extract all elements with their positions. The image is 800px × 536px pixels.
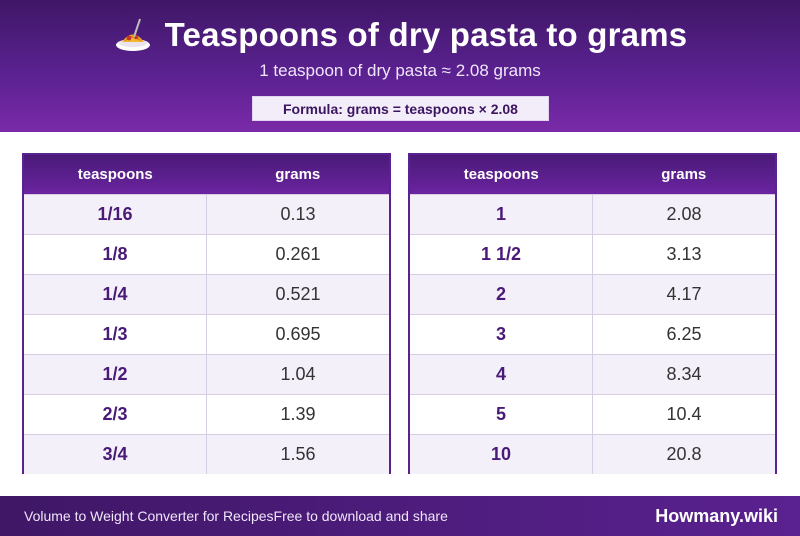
grams-cell: 0.521 — [275, 284, 321, 304]
teaspoons-cell: 2/3 — [24, 395, 207, 434]
formula-box: Formula: grams = teaspoons × 2.08 — [252, 96, 549, 121]
table-header: teaspoons grams — [24, 155, 389, 194]
table-row: 1/16 0.13 — [24, 194, 389, 234]
column-header-grams: grams — [275, 166, 321, 183]
teaspoons-cell: 4 — [410, 355, 593, 394]
conversion-table-left: teaspoons grams 1/16 0.13 1/8 0.261 1/4 0.521… — [22, 153, 391, 474]
teaspoons-cell: 5 — [410, 395, 593, 434]
column-header-teaspoons: teaspoons — [77, 166, 153, 183]
teaspoons-cell: 1/3 — [24, 315, 207, 354]
teaspoons-cell: 1/8 — [24, 235, 207, 274]
teaspoons-cell: 1/2 — [24, 355, 207, 394]
table-row: 1 1/2 3.13 — [410, 234, 775, 274]
grams-cell: 8.34 — [666, 364, 702, 384]
teaspoons-cell: 1/4 — [24, 275, 207, 314]
table-header: teaspoons grams — [410, 155, 775, 194]
spaghetti-icon — [113, 15, 153, 55]
footer: Volume to Weight Converter for RecipesFr… — [0, 496, 800, 536]
table-row: 1/4 0.521 — [24, 274, 389, 314]
table-row: 1/2 1.04 — [24, 354, 389, 394]
table-body: 1/16 0.13 1/8 0.261 1/4 0.521 1/3 0.695 1/2 1.04 2… — [24, 194, 389, 474]
conversion-table-right: teaspoons grams 1 2.08 1 1/2 3.13 2 4.17 3 6.25… — [408, 153, 777, 474]
grams-cell: 4.17 — [666, 284, 702, 304]
table-body: 1 2.08 1 1/2 3.13 2 4.17 3 6.25 4 8.34 5 10.4 10 20.8 — [410, 194, 775, 474]
grams-cell: 3.13 — [666, 244, 702, 264]
grams-cell: 6.25 — [666, 324, 702, 344]
grams-cell: 1.04 — [280, 364, 316, 384]
table-row: 1/3 0.695 — [24, 314, 389, 354]
teaspoons-cell: 1 1/2 — [410, 235, 593, 274]
table-row: 3/4 1.56 — [24, 434, 389, 474]
table-row: 2/3 1.39 — [24, 394, 389, 434]
teaspoons-cell: 1/16 — [24, 195, 207, 234]
column-header-teaspoons: teaspoons — [463, 166, 539, 183]
table-row: 10 20.8 — [410, 434, 775, 474]
table-row: 2 4.17 — [410, 274, 775, 314]
title-row: Teaspoons of dry pasta to grams — [0, 14, 800, 56]
grams-cell: 20.8 — [666, 444, 702, 464]
grams-cell: 1.56 — [280, 444, 316, 464]
brand-link[interactable]: Howmany.wiki — [655, 505, 778, 526]
grams-cell: 1.39 — [280, 404, 316, 424]
teaspoons-cell: 3/4 — [24, 435, 207, 474]
teaspoons-cell: 1 — [410, 195, 593, 234]
table-row: 1/8 0.261 — [24, 234, 389, 274]
column-header-grams: grams — [661, 166, 707, 183]
footer-text: Volume to Weight Converter for RecipesFr… — [24, 508, 448, 524]
grams-cell: 2.08 — [666, 204, 702, 224]
page-title: Teaspoons of dry pasta to grams — [164, 16, 688, 53]
grams-cell: 10.4 — [666, 404, 702, 424]
table-row: 4 8.34 — [410, 354, 775, 394]
header: Teaspoons of dry pasta to grams 1 teaspo… — [0, 0, 800, 132]
teaspoons-cell: 10 — [410, 435, 593, 474]
table-row: 5 10.4 — [410, 394, 775, 434]
teaspoons-cell: 3 — [410, 315, 593, 354]
table-row: 3 6.25 — [410, 314, 775, 354]
grams-cell: 0.695 — [275, 324, 321, 344]
table-row: 1 2.08 — [410, 194, 775, 234]
grams-cell: 0.261 — [275, 244, 321, 264]
subtitle: 1 teaspoon of dry pasta ≈ 2.08 grams — [259, 61, 541, 80]
grams-cell: 0.13 — [280, 204, 316, 224]
teaspoons-cell: 2 — [410, 275, 593, 314]
